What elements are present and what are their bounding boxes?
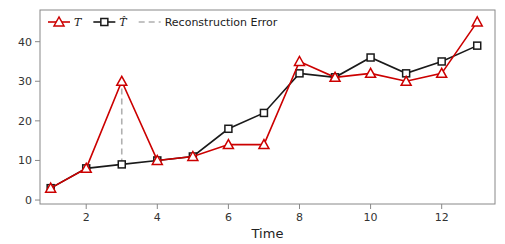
series [46, 17, 483, 192]
point [259, 140, 269, 149]
point [117, 76, 127, 85]
legend-label: T̂ [119, 16, 128, 29]
point [296, 70, 303, 77]
x-tick [370, 204, 371, 209]
legend-label: Reconstruction Error [165, 16, 278, 29]
x-tick [228, 204, 229, 209]
x-tick-label: 4 [154, 211, 161, 224]
y-tick [35, 160, 40, 161]
y-tick-label: 40 [18, 36, 32, 49]
series-line [51, 46, 478, 189]
point [118, 161, 125, 168]
point [366, 68, 376, 77]
point [294, 56, 304, 65]
point [367, 54, 374, 61]
point [330, 72, 340, 81]
point [474, 42, 481, 49]
y-tick-label: 10 [18, 154, 32, 167]
point [223, 140, 233, 149]
y-tick-label: 20 [18, 115, 32, 128]
legend: T T̂ Reconstruction Error [44, 13, 281, 31]
x-tick-label: 2 [83, 211, 90, 224]
x-tick [157, 204, 158, 209]
x-tick-label: 12 [435, 211, 449, 224]
y-tick [35, 200, 40, 201]
point [225, 125, 232, 132]
x-tick-label: 6 [225, 211, 232, 224]
y-tick-label: 0 [25, 194, 32, 207]
x-tick [299, 204, 300, 209]
axes: 2 4 6 8 10 12 0 10 20 30 40 [18, 10, 495, 224]
x-tick-label: 8 [296, 211, 303, 224]
point [437, 68, 447, 77]
series-line [121, 81, 123, 164]
point [188, 151, 198, 160]
x-tick [441, 204, 442, 209]
legend-marker [54, 17, 64, 26]
point [46, 183, 56, 192]
x-tick-label: 10 [364, 211, 378, 224]
point [152, 155, 162, 164]
point [472, 17, 482, 26]
legend-label: T [74, 16, 83, 29]
legend-background [44, 13, 281, 31]
series [121, 81, 122, 164]
plot-frame [40, 10, 495, 204]
chart: 2 4 6 8 10 12 0 10 20 30 40 Time T T̂ Reconstruction E… [0, 0, 505, 244]
point [401, 76, 411, 85]
series-line [51, 22, 478, 188]
point [81, 163, 91, 172]
y-tick [35, 81, 40, 82]
data [46, 17, 483, 192]
point [438, 58, 445, 65]
point [260, 109, 267, 116]
y-tick [35, 41, 40, 42]
series [47, 42, 481, 192]
y-tick [35, 120, 40, 121]
legend-marker [101, 19, 108, 26]
x-tick [86, 204, 87, 209]
legend-swatch [139, 21, 161, 23]
x-axis-label: Time [251, 226, 284, 241]
y-tick-label: 30 [18, 75, 32, 88]
